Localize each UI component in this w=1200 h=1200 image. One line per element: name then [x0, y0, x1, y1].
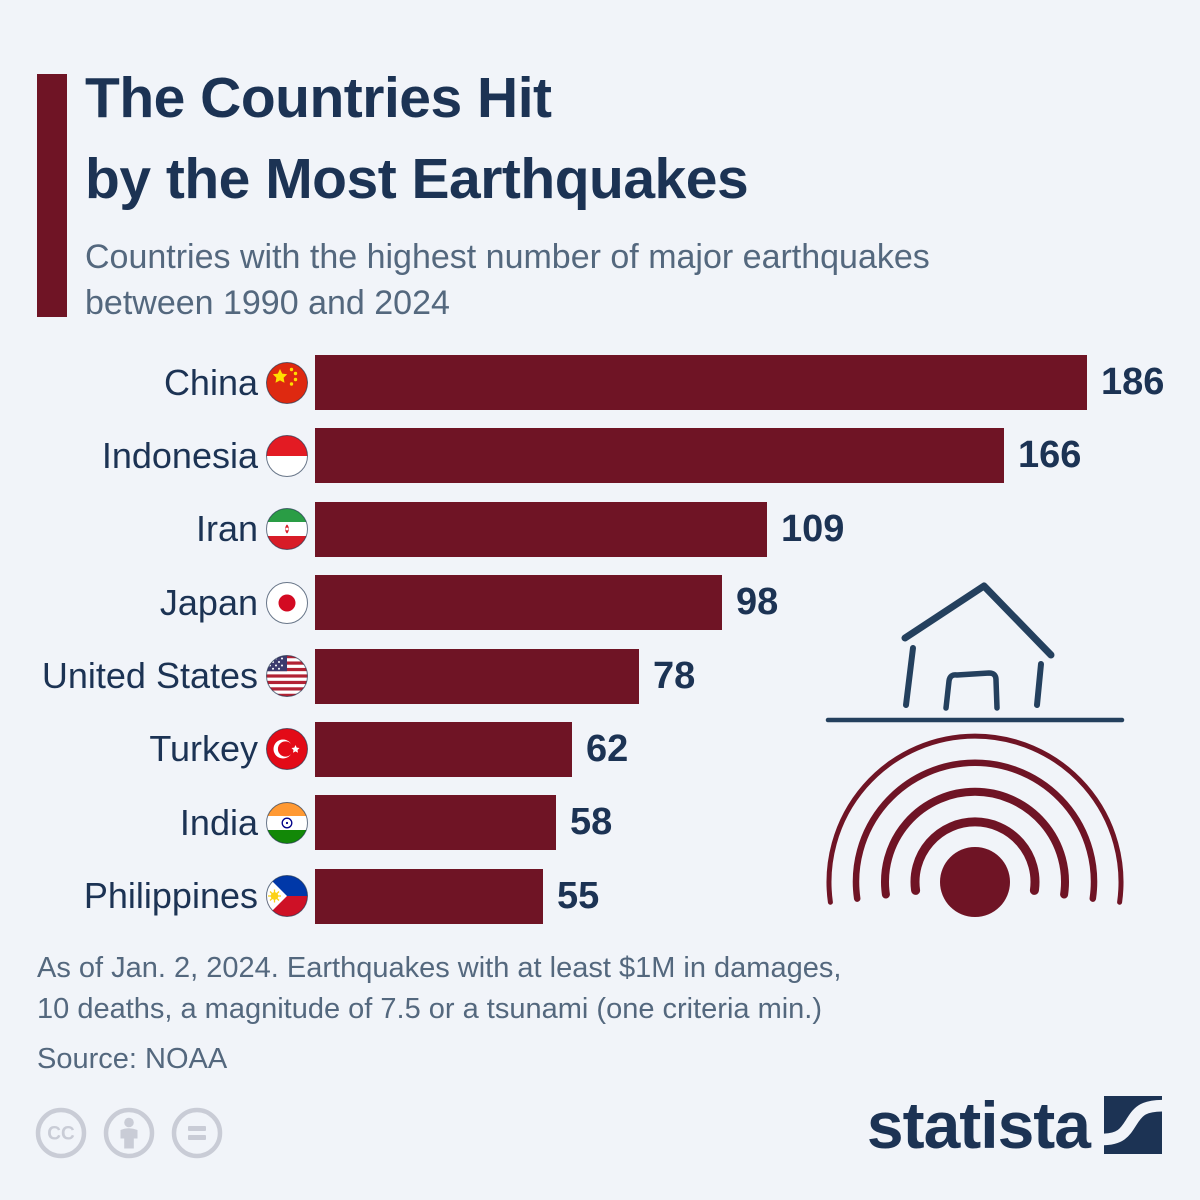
bar-row-china: China 186 — [30, 355, 1164, 410]
page-subtitle: Countries with the highest number of maj… — [85, 234, 930, 326]
bar-row-philippines: Philippines — [30, 868, 1164, 924]
bar-row-japan: Japan 98 — [30, 575, 1164, 631]
bar-united-states — [315, 648, 639, 704]
bar-value: 58 — [570, 801, 613, 844]
country-label: India — [179, 801, 258, 843]
turkey-flag-icon — [266, 728, 308, 771]
statista-logo-icon — [1104, 1096, 1162, 1154]
india-flag-icon — [266, 801, 308, 844]
title-line-1: The Countries Hit — [85, 66, 552, 130]
cc-no-derivatives-icon — [171, 1107, 223, 1159]
bar-turkey — [315, 721, 572, 777]
bar-india — [315, 795, 556, 851]
united-states-flag-icon — [266, 655, 308, 698]
bar-row-indonesia: Indonesia 166 — [30, 428, 1164, 484]
country-label: Turkey — [149, 728, 258, 770]
country-label: Iran — [195, 508, 258, 550]
philippines-flag-icon — [266, 875, 308, 918]
bar-philippines — [315, 868, 543, 924]
japan-flag-icon — [266, 581, 308, 624]
bar-value: 166 — [1018, 434, 1082, 477]
indonesia-flag-icon — [266, 434, 308, 477]
bar-value: 62 — [586, 727, 629, 770]
bar-chart: China 186 Indone — [30, 355, 1164, 942]
footnote-line-1: As of Jan. 2, 2024. Earthquakes with at … — [37, 952, 842, 984]
footnote-line-2: 10 deaths, a magnitude of 7.5 or a tsuna… — [37, 993, 823, 1025]
bar-value: 78 — [653, 654, 696, 697]
title-line-2: by the Most Earthquakes — [85, 147, 749, 211]
footnote: As of Jan. 2, 2024. Earthquakes with at … — [37, 948, 841, 1080]
earthquake-house-illustration — [820, 560, 1130, 943]
bar-value: 55 — [557, 874, 600, 917]
bar-row-iran: Iran 109 — [30, 501, 1164, 557]
cc-attribution-icon — [103, 1107, 155, 1159]
iran-flag-icon — [266, 508, 308, 551]
svg-text:CC: CC — [47, 1124, 75, 1145]
country-label: China — [163, 361, 258, 403]
bar-row-united-states: United States — [30, 648, 1164, 704]
cc-license-icon: CC — [35, 1107, 87, 1159]
country-label: Philippines — [83, 875, 258, 917]
bar-row-india: India 58 — [30, 795, 1164, 851]
china-flag-icon — [266, 361, 308, 404]
bar-china — [315, 355, 1087, 410]
creative-commons-icons: CC — [34, 1106, 224, 1160]
bar-iran — [315, 501, 767, 557]
bar-value: 98 — [736, 581, 779, 624]
subtitle-line-2: between 1990 and 2024 — [85, 284, 450, 322]
bar-row-turkey: Turkey 62 — [30, 721, 1164, 777]
statista-branding: statista — [866, 1088, 1162, 1162]
page-title: The Countries Hit by the Most Earthquake… — [85, 58, 749, 220]
bar-value: 109 — [781, 507, 845, 550]
source-line: Source: NOAA — [37, 1043, 228, 1075]
house-seismic-waves-icon — [825, 582, 1125, 917]
bar-indonesia — [315, 428, 1004, 484]
country-label: United States — [41, 655, 258, 697]
bar-value: 186 — [1101, 361, 1165, 403]
subtitle-line-1: Countries with the highest number of maj… — [85, 238, 930, 276]
bar-japan — [315, 575, 722, 631]
country-label: Japan — [159, 581, 258, 623]
statista-logo-text: statista — [866, 1088, 1091, 1162]
country-label: Indonesia — [101, 434, 258, 476]
title-accent-bar — [37, 74, 67, 317]
